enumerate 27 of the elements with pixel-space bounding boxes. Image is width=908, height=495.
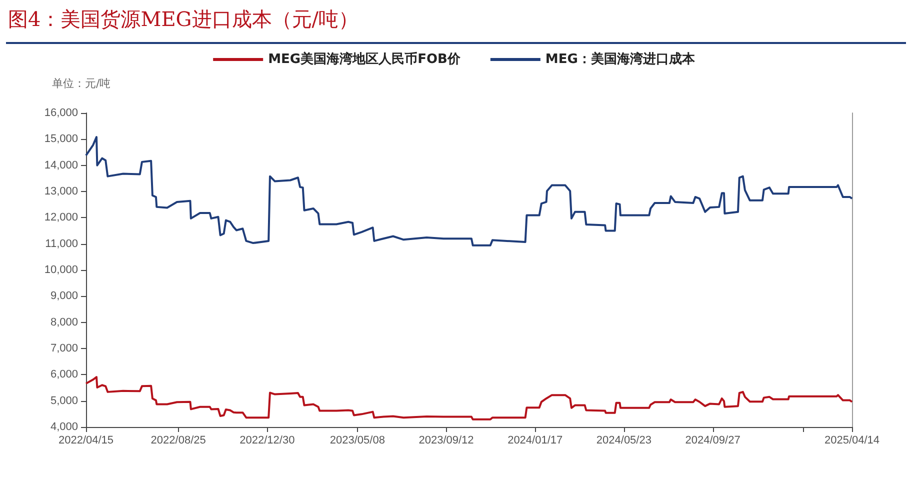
legend-label: MEG：美国海湾进口成本 — [545, 51, 696, 67]
y-tick-label: 14,000 — [44, 159, 78, 172]
y-tick-label: 8,000 — [50, 316, 78, 328]
line-series — [85, 136, 853, 246]
chart-title: 图4：美国货源MEG进口成本（元/吨） — [8, 6, 359, 33]
y-tick-label: 7,000 — [50, 342, 78, 354]
x-tick-label: 2022/08/25 — [150, 434, 206, 446]
x-tick-label: 2023/09/12 — [418, 434, 474, 446]
y-tick-label: 5,000 — [50, 394, 78, 407]
x-tick-label: 2025/04/14 — [824, 434, 880, 446]
y-tick-label: 11,000 — [45, 238, 78, 250]
x-tick-label: 2024/01/17 — [508, 434, 563, 446]
legend-label: MEG美国海湾地区人民币FOB价 — [268, 51, 462, 67]
x-tick-label: 2024/09/27 — [685, 434, 740, 446]
y-tick-label: 4,000 — [50, 421, 78, 433]
x-tick-label: 2022/04/15 — [58, 434, 114, 446]
x-tick-label: 2022/12/30 — [240, 434, 295, 446]
x-tick-label: 2023/05/08 — [330, 434, 385, 446]
y-tick-label: 15,000 — [44, 133, 78, 146]
y-tick-label: 13,000 — [44, 186, 78, 198]
y-tick-label: 9,000 — [50, 290, 78, 302]
y-tick-label: 10,000 — [44, 264, 78, 276]
text: 单位：元/吨 — [52, 77, 111, 90]
y-tick-label: 6,000 — [50, 368, 78, 381]
y-tick-label: 12,000 — [44, 212, 78, 224]
x-tick-label: 2024/05/23 — [596, 434, 652, 446]
y-tick-label: 16,000 — [44, 107, 78, 119]
